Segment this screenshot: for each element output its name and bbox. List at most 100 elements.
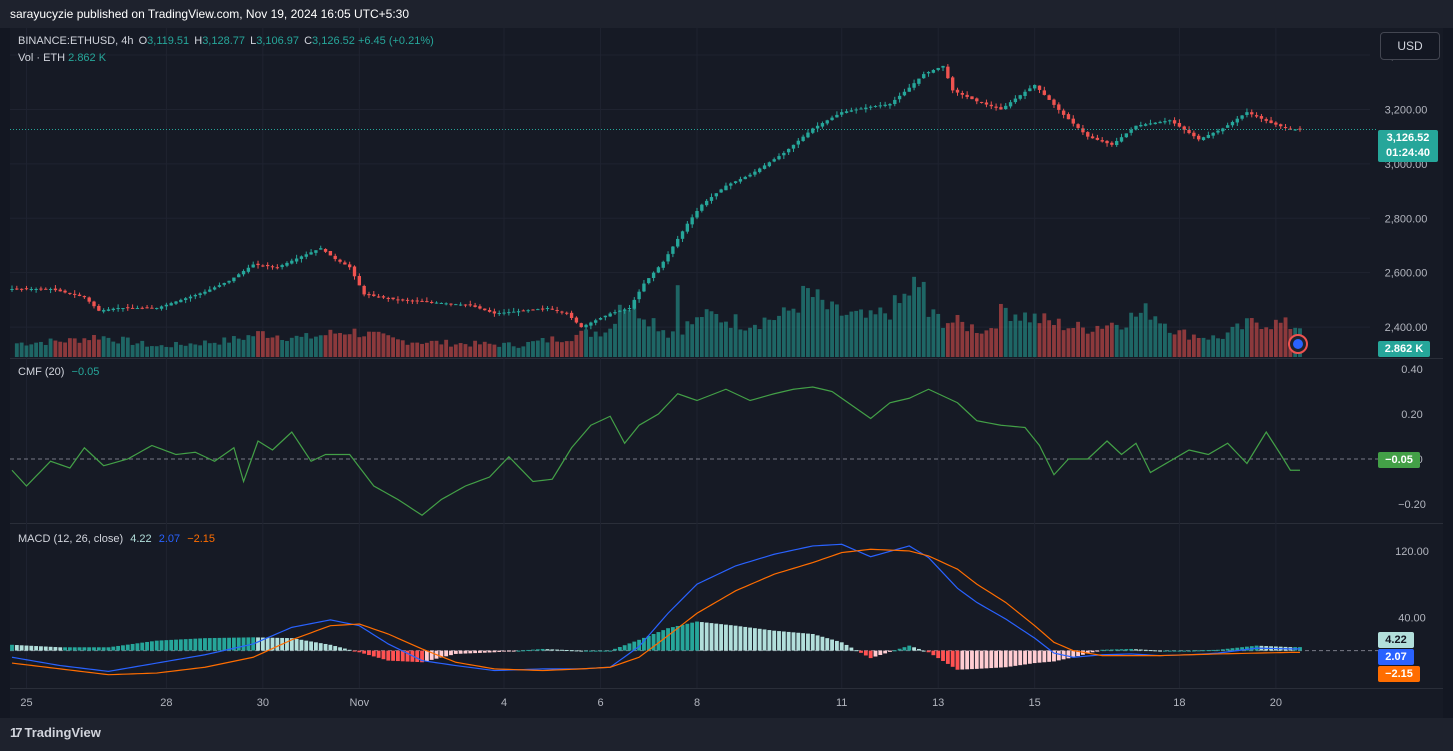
macd-label[interactable]: MACD (12, 26, close) xyxy=(18,533,124,545)
tradingview-brand: TradingView xyxy=(24,725,101,740)
macd-histogram-bar xyxy=(386,650,391,661)
volume-bar xyxy=(714,314,719,357)
candle-body xyxy=(936,67,940,70)
candle-body xyxy=(733,181,738,184)
candle-body xyxy=(767,162,772,167)
candle-body xyxy=(126,307,130,309)
volume-bar xyxy=(820,299,825,357)
volume-bar xyxy=(347,334,352,357)
candle-body xyxy=(970,96,974,100)
candle-body xyxy=(208,289,212,292)
volume-bar xyxy=(907,295,912,357)
candle-body xyxy=(347,264,352,268)
macd-histogram-bar xyxy=(43,646,48,651)
volume-bar xyxy=(453,344,458,357)
chart-area[interactable] xyxy=(10,28,1443,718)
macd-histogram-bar xyxy=(820,636,825,651)
macd-histogram-bar xyxy=(656,632,661,651)
volume-bar xyxy=(381,333,386,357)
macd-histogram-bar xyxy=(709,623,714,651)
macd-histogram-bar xyxy=(256,637,260,651)
volume-bar xyxy=(82,338,87,357)
macd-histogram-bar xyxy=(960,650,965,670)
volume-bar xyxy=(781,307,786,357)
volume-bar xyxy=(531,341,535,357)
volume-bar xyxy=(1211,335,1216,357)
macd-histogram-bar xyxy=(1003,650,1008,668)
macd-histogram-bar xyxy=(1211,649,1216,651)
volume-bar xyxy=(275,335,280,357)
candle-body xyxy=(999,107,1003,110)
candle-body xyxy=(618,310,622,312)
macd-histogram-bar xyxy=(347,649,352,651)
candle-body xyxy=(174,301,178,304)
candle-body xyxy=(1100,140,1104,142)
volume-bar xyxy=(1129,312,1134,357)
macd-histogram-bar xyxy=(849,647,854,651)
candle-body xyxy=(647,278,651,284)
volume-bar xyxy=(849,311,854,357)
candle-body xyxy=(637,291,641,300)
macd-histogram-bar xyxy=(791,632,796,651)
volume-bar xyxy=(285,340,289,357)
symbol-label[interactable]: BINANCE:ETHUSD, 4h xyxy=(18,35,134,47)
candle-body xyxy=(391,297,395,300)
volume-bar xyxy=(67,338,72,357)
volume-bar xyxy=(1278,322,1283,357)
candle-body xyxy=(188,296,193,299)
tradingview-logo[interactable]: 17 TradingView xyxy=(10,725,101,740)
macd-histogram-bar xyxy=(613,648,617,651)
volume-bar xyxy=(1177,330,1182,357)
macd-hist-tag: 4.22 xyxy=(1378,632,1414,648)
volume-bar xyxy=(362,336,367,357)
candle-body xyxy=(1192,132,1196,137)
volume-bar xyxy=(815,289,820,357)
close-key: C xyxy=(304,35,313,47)
volume-bar xyxy=(251,336,256,357)
volume-bar xyxy=(29,344,34,357)
volume-bar xyxy=(193,344,198,357)
candle-body xyxy=(39,288,43,290)
volume-label[interactable]: Vol · ETH xyxy=(18,52,66,64)
macd-histogram-bar xyxy=(178,639,183,651)
candle-body xyxy=(1148,123,1153,125)
candle-body xyxy=(868,106,873,108)
cmf-label[interactable]: CMF (20) xyxy=(18,366,65,378)
macd-histogram-bar xyxy=(781,631,786,651)
currency-button[interactable]: USD xyxy=(1380,32,1440,60)
volume-bar xyxy=(1124,327,1129,357)
candle-body xyxy=(521,310,526,312)
candle-body xyxy=(840,112,844,115)
volume-bar xyxy=(1042,313,1047,357)
candle-body xyxy=(676,238,680,247)
macd-histogram-bar xyxy=(260,637,265,651)
low-value: 3,106.97 xyxy=(256,35,300,47)
candle-body xyxy=(1279,124,1283,127)
macd-histogram-bar xyxy=(555,649,560,651)
macd-histogram-bar xyxy=(487,650,492,653)
volume-bar xyxy=(1061,330,1066,357)
volume-bar xyxy=(367,331,371,357)
candle-body xyxy=(1269,120,1273,124)
time-tick-label: 28 xyxy=(160,697,172,709)
candle-body xyxy=(19,288,24,290)
macd-histogram-bar xyxy=(724,624,728,651)
candle-body xyxy=(97,305,101,311)
candle-body xyxy=(1023,91,1027,96)
candle-body xyxy=(984,102,989,105)
macd-histogram-bar xyxy=(285,638,289,651)
volume-bar xyxy=(1206,339,1211,357)
volume-bar xyxy=(1138,312,1143,357)
volume-bar xyxy=(791,308,796,357)
candle-body xyxy=(1047,95,1051,100)
cmf-tick-label: 0.40 xyxy=(1401,364,1422,376)
volume-bar xyxy=(72,338,77,357)
volume-bar xyxy=(743,330,748,357)
candle-body xyxy=(589,322,593,326)
macd-histogram-bar xyxy=(950,650,955,667)
candle-body xyxy=(135,308,140,310)
macd-histogram-bar xyxy=(728,625,733,651)
time-tick-label: 15 xyxy=(1029,697,1041,709)
macd-signal-tag: −2.15 xyxy=(1378,666,1420,682)
